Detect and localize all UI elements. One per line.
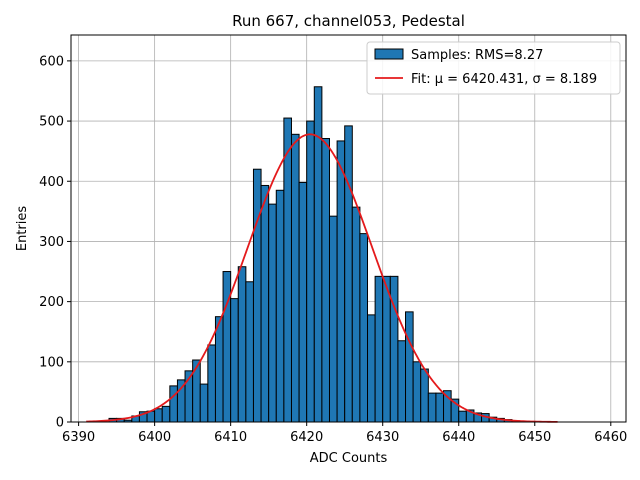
fit-curve-layer (86, 133, 558, 423)
histogram-bar (222, 271, 232, 423)
y-tick-label: 300 (39, 235, 64, 250)
y-tick-label: 600 (39, 54, 64, 69)
histogram-bar (283, 117, 292, 423)
axis-ticks: 6390 6400 6410 6420 6430 6440 6450 6460 0 100 200 3… (39, 54, 627, 445)
histogram-bar (420, 368, 429, 423)
histogram-bar (290, 133, 300, 423)
legend-box (366, 41, 621, 95)
y-tick-label: 200 (39, 295, 64, 310)
histogram-bar (245, 281, 254, 423)
histogram-bar (252, 168, 262, 423)
histogram-bar (306, 120, 315, 423)
legend-label-fit: Fit: μ = 6420.431, σ = 8.189 (411, 72, 597, 87)
histogram-bar (275, 189, 285, 423)
histogram-bar (214, 316, 224, 423)
histogram-bar (351, 206, 361, 423)
legend: Samples: RMS=8.27 Fit: μ = 6420.431, σ =… (366, 41, 621, 95)
histogram-bar (154, 408, 163, 423)
legend-label-histogram: Samples: RMS=8.27 (411, 48, 543, 63)
chart-title: Run 667, channel053, Pedestal (232, 12, 465, 30)
y-tick-label: 400 (39, 175, 64, 190)
histogram-bar (169, 385, 178, 423)
plot-frame (70, 34, 627, 423)
x-tick-label: 6390 (62, 430, 95, 445)
x-tick-label: 6420 (290, 430, 323, 445)
histogram-bar (397, 340, 407, 423)
histogram-bars (108, 86, 528, 423)
x-tick-label: 6410 (214, 430, 247, 445)
histogram-bar (298, 181, 308, 423)
histogram-bar (412, 361, 422, 423)
histogram-bar (427, 392, 437, 423)
x-tick-label: 6460 (594, 430, 627, 445)
y-axis-label: Entries (15, 206, 30, 252)
fit-curve (86, 133, 558, 423)
legend-swatch-histogram (374, 48, 404, 60)
histogram-bar (359, 233, 369, 423)
histogram-bar (192, 359, 201, 423)
histogram-bar (268, 203, 277, 423)
histogram-bar (344, 125, 353, 423)
histogram-bar (260, 184, 270, 423)
histogram-bar (374, 275, 384, 423)
histogram-bar (230, 298, 239, 423)
y-tick-label: 500 (39, 115, 64, 130)
x-axis-label: ADC Counts (310, 451, 388, 466)
x-tick-label: 6430 (366, 430, 399, 445)
histogram-bar (161, 405, 171, 423)
histogram-bar (237, 266, 247, 423)
x-tick-label: 6440 (442, 430, 475, 445)
y-tick-label: 0 (56, 416, 64, 431)
x-tick-label: 6450 (518, 430, 551, 445)
y-tick-label: 100 (39, 355, 64, 370)
histogram-bar (207, 344, 216, 423)
histogram-bar (367, 314, 376, 423)
histogram-bar (435, 392, 445, 423)
histogram-bar (336, 140, 346, 423)
histogram-bar (328, 215, 338, 423)
histogram-bar (458, 410, 467, 423)
histogram-bar (405, 311, 414, 423)
histogram-bar (321, 138, 330, 423)
histogram-bar (382, 275, 391, 423)
histogram-bar (199, 383, 209, 423)
x-tick-label: 6400 (138, 430, 171, 445)
